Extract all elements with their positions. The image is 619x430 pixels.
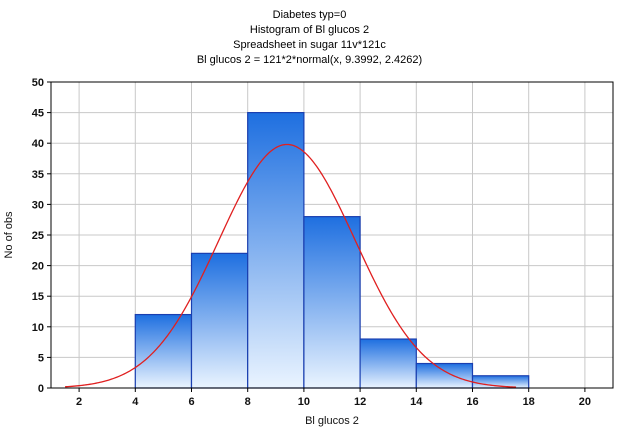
normal-fit-curve bbox=[65, 143, 517, 388]
x-tick-label: 2 bbox=[76, 396, 82, 408]
x-tick-label: 6 bbox=[188, 396, 194, 408]
normal-curve-layer bbox=[65, 143, 517, 388]
x-tick-label: 12 bbox=[354, 396, 366, 408]
y-tick-label: 20 bbox=[32, 261, 44, 273]
histogram-bar bbox=[303, 216, 361, 389]
x-tick-label: 4 bbox=[132, 396, 139, 408]
histogram-bar bbox=[415, 362, 474, 389]
histogram-bar bbox=[359, 338, 417, 389]
x-tick-label: 16 bbox=[466, 396, 478, 408]
x-tick-label: 20 bbox=[579, 396, 591, 408]
y-tick-label: 15 bbox=[32, 291, 44, 303]
title-line-2: Histogram of Bl glucos 2 bbox=[249, 24, 370, 36]
title-line-1: Diabetes typ=0 bbox=[272, 9, 347, 21]
axis-tick-labels: 0 5 10 15 20 25 30 35 40 45 50 2 4 6 8 10 12 14 16 18 20 bbox=[32, 77, 591, 408]
histogram-bars bbox=[134, 111, 530, 389]
title-line-3: Spreadsheet in sugar 11v*121c bbox=[233, 39, 386, 51]
y-tick-label: 25 bbox=[32, 230, 44, 242]
x-tick-label: 8 bbox=[245, 396, 251, 408]
y-axis-title: No of obs bbox=[3, 211, 15, 259]
x-tick-label: 10 bbox=[298, 396, 310, 408]
chart-titles: Diabetes typ=0 Histogram of Bl glucos 2 … bbox=[0, 8, 619, 68]
y-tick-label: 40 bbox=[32, 138, 44, 150]
x-tick-label: 14 bbox=[410, 396, 423, 408]
histogram-bar bbox=[134, 313, 193, 389]
x-tick-label: 18 bbox=[523, 396, 535, 408]
axis-ticks bbox=[47, 81, 586, 392]
y-tick-label: 10 bbox=[32, 322, 44, 334]
title-line-4: Bl glucos 2 = 121*2*normal(x, 9.3992, 2.… bbox=[196, 54, 423, 66]
y-tick-label: 35 bbox=[32, 169, 44, 181]
histogram-bar bbox=[247, 111, 305, 389]
x-axis-title: Bl glucos 2 bbox=[305, 415, 359, 427]
y-tick-label: 50 bbox=[32, 77, 44, 89]
y-tick-label: 0 bbox=[38, 383, 44, 395]
y-tick-label: 30 bbox=[32, 199, 44, 211]
histogram-bar bbox=[190, 252, 249, 389]
y-tick-label: 5 bbox=[38, 352, 44, 364]
y-tick-label: 45 bbox=[32, 108, 44, 120]
